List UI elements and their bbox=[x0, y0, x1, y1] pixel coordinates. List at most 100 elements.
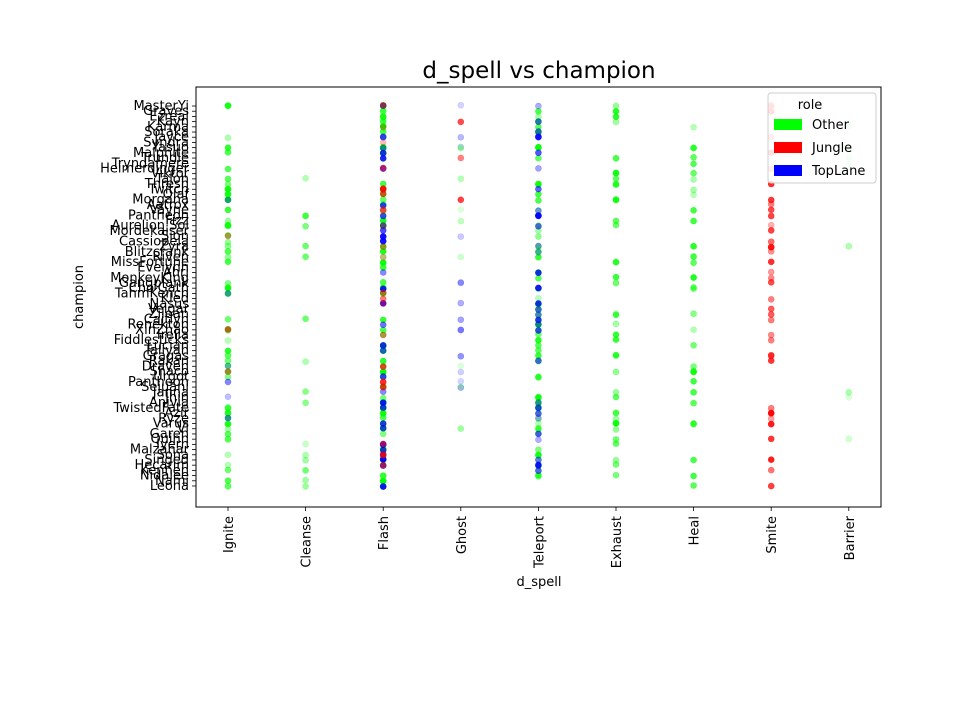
data-point-other bbox=[224, 185, 232, 193]
data-point-other bbox=[612, 393, 620, 401]
data-point-jungle bbox=[457, 154, 465, 162]
data-point-other bbox=[690, 284, 697, 291]
data-point-other bbox=[690, 169, 697, 177]
data-point-jungle bbox=[379, 253, 387, 261]
data-point-jungle bbox=[767, 221, 775, 229]
data-point-other bbox=[612, 336, 620, 343]
y-tick-label: Nasus bbox=[150, 297, 190, 312]
y-tick-label: Pantheon bbox=[128, 375, 189, 390]
data-point-other bbox=[612, 279, 620, 287]
y-tick-label: Ryze bbox=[158, 411, 189, 426]
data-point-other bbox=[535, 357, 542, 365]
data-point-jungle bbox=[767, 336, 775, 344]
data-point-toplane bbox=[535, 467, 542, 475]
data-point-other bbox=[690, 274, 697, 281]
data-point-other bbox=[224, 466, 232, 474]
data-point-toplane bbox=[379, 321, 387, 329]
data-point-toplane bbox=[535, 207, 542, 215]
data-point-jungle bbox=[767, 296, 775, 303]
data-point-other bbox=[612, 388, 620, 396]
data-point-other bbox=[612, 118, 620, 126]
y-tick-label: Tryndamere bbox=[111, 156, 189, 171]
data-point-other bbox=[690, 363, 697, 370]
data-point-toplane bbox=[379, 347, 387, 354]
legend-title: role bbox=[798, 98, 823, 113]
data-point-other bbox=[379, 123, 387, 130]
y-tick-label: Anivia bbox=[149, 396, 189, 411]
data-point-jungle bbox=[767, 305, 775, 313]
data-point-other bbox=[612, 217, 620, 225]
data-point-other bbox=[379, 357, 387, 365]
data-point-other bbox=[224, 430, 232, 438]
data-point-other bbox=[535, 374, 542, 381]
data-point-other bbox=[612, 368, 620, 376]
data-point-toplane bbox=[457, 352, 465, 360]
data-point-other bbox=[612, 419, 620, 427]
data-point-toplane bbox=[535, 306, 542, 313]
data-point-toplane bbox=[535, 149, 542, 157]
data-point-toplane bbox=[379, 269, 387, 276]
data-point-other bbox=[302, 315, 309, 323]
data-point-other bbox=[302, 242, 309, 250]
y-tick-label: Karma bbox=[147, 120, 189, 135]
data-point-toplane bbox=[535, 248, 542, 256]
y-tick-label: Garen bbox=[150, 427, 189, 442]
data-point-jungle bbox=[767, 435, 775, 443]
data-point-jungle bbox=[379, 450, 387, 458]
y-tick-label: Ahri bbox=[163, 266, 189, 281]
data-point-toplane bbox=[535, 212, 542, 220]
data-point-other bbox=[224, 247, 232, 255]
data-point-jungle bbox=[767, 227, 775, 234]
data-point-jungle bbox=[767, 212, 775, 220]
data-point-other bbox=[224, 134, 232, 142]
y-axis: MasterYiGravesEzrealKaynKarmaSorakaJayce… bbox=[100, 99, 196, 494]
y-tick-label: Evelynn bbox=[137, 260, 189, 275]
data-point-toplane bbox=[457, 101, 465, 109]
y-tick-label: Veigar bbox=[148, 302, 190, 317]
data-point-other bbox=[612, 155, 620, 162]
data-point-jungle bbox=[379, 451, 387, 459]
data-point-other bbox=[457, 144, 465, 152]
data-point-other bbox=[379, 331, 387, 338]
data-point-jungle bbox=[767, 243, 775, 251]
data-point-other bbox=[612, 461, 620, 468]
data-point-jungle bbox=[767, 196, 775, 204]
data-point-jungle bbox=[379, 206, 387, 214]
data-point-toplane bbox=[457, 384, 465, 391]
data-point-toplane bbox=[379, 133, 387, 140]
data-point-toplane bbox=[224, 362, 232, 370]
data-point-other bbox=[535, 253, 542, 261]
data-point-jungle bbox=[379, 289, 387, 297]
y-tick-label: Azir bbox=[164, 406, 189, 421]
data-point-other bbox=[612, 320, 620, 328]
data-point-other bbox=[612, 258, 620, 266]
data-point-toplane bbox=[457, 368, 465, 376]
y-tick-label: Shaco bbox=[149, 364, 189, 379]
data-point-toplane bbox=[535, 118, 542, 126]
data-point-jungle bbox=[224, 326, 232, 333]
y-tick-label: Kayn bbox=[157, 115, 189, 130]
data-point-other bbox=[612, 273, 620, 281]
x-tick-label: Exhaust bbox=[610, 516, 625, 568]
data-point-other bbox=[690, 377, 697, 385]
y-tick-label: Graves bbox=[143, 104, 189, 119]
data-point-other bbox=[457, 425, 465, 432]
y-tick-label: MasterYi bbox=[134, 99, 190, 114]
data-point-toplane bbox=[535, 414, 542, 422]
data-point-other bbox=[224, 148, 232, 156]
data-point-other bbox=[224, 368, 232, 375]
x-tick-label: Ignite bbox=[222, 516, 237, 553]
data-point-other bbox=[535, 451, 542, 458]
x-tick-label: Barrier bbox=[843, 515, 858, 560]
legend: role Other Jungle TopLane bbox=[767, 92, 877, 184]
data-point-other bbox=[224, 451, 232, 459]
data-point-other bbox=[224, 373, 232, 381]
data-point-other bbox=[845, 435, 853, 443]
data-point-other bbox=[224, 477, 232, 485]
data-point-other bbox=[690, 482, 697, 489]
data-point-toplane bbox=[379, 102, 387, 110]
data-point-other bbox=[690, 388, 697, 396]
data-point-other bbox=[302, 483, 309, 490]
y-tick-label: Zyra bbox=[159, 240, 189, 255]
data-point-other bbox=[690, 124, 697, 131]
